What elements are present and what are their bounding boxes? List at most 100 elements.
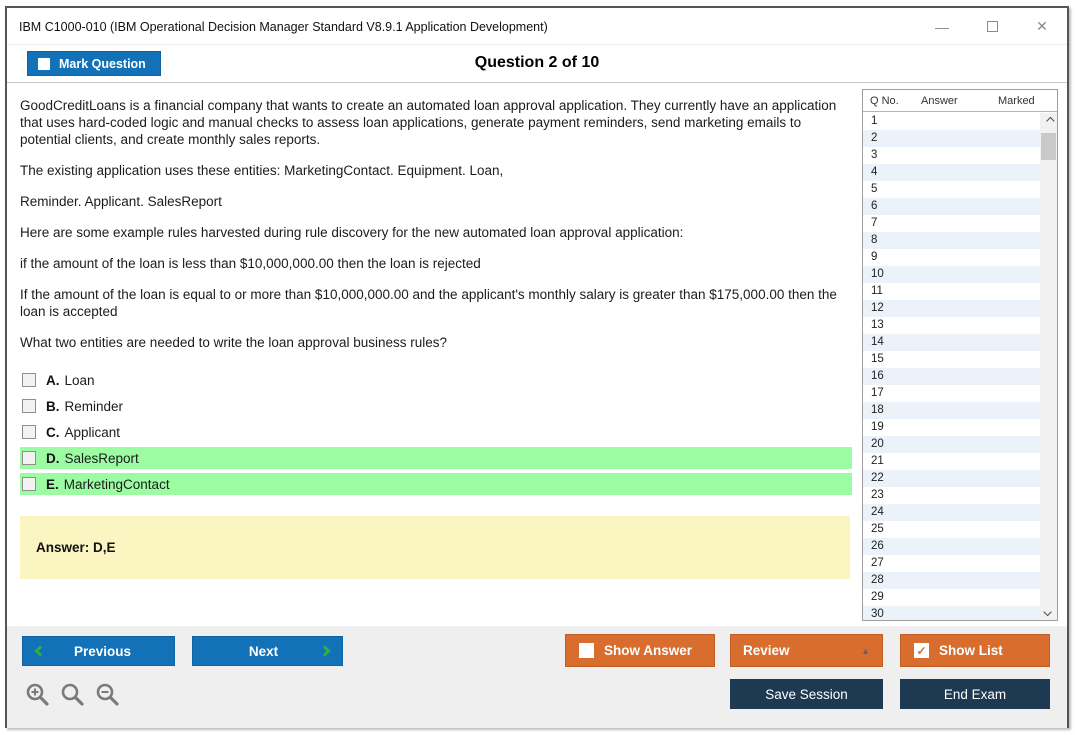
question-list-row[interactable]: 13 [871, 319, 884, 331]
question-list-row[interactable]: 24 [863, 504, 1040, 521]
question-list-row[interactable]: 22 [863, 470, 1040, 487]
show-answer-button[interactable]: Show Answer [565, 634, 715, 667]
question-list-row[interactable]: 26 [863, 538, 1040, 555]
review-label: Review [743, 643, 790, 658]
question-content: GoodCreditLoans is a financial company t… [20, 83, 852, 579]
option-c[interactable]: C. Applicant [20, 421, 852, 443]
maximize-icon[interactable] [981, 16, 1003, 38]
option-letter: C. [46, 424, 60, 440]
question-paragraph: if the amount of the loan is less than $… [20, 256, 481, 271]
show-list-checkbox[interactable]: ✓ [914, 643, 929, 658]
save-session-label: Save Session [765, 686, 848, 702]
save-session-button[interactable]: Save Session [730, 679, 883, 709]
question-list-header: Q No. Answer Marked [863, 90, 1057, 112]
question-list-row[interactable]: 4 [863, 164, 1040, 181]
chevron-right-icon [319, 645, 331, 657]
next-label: Next [248, 643, 279, 659]
question-list-row[interactable]: 14 [863, 334, 1040, 351]
end-exam-button[interactable]: End Exam [900, 679, 1050, 709]
mark-question-checkbox[interactable] [38, 57, 50, 70]
show-list-label: Show List [939, 643, 1003, 658]
question-list: 1 2 3 4 5 6 7 8 9 10 11 12 13 14 15 16 17 18 19 20 21 22 23 24 2… [863, 113, 1040, 620]
option-d-checkbox[interactable] [22, 451, 36, 465]
question-list-row[interactable]: 18 [863, 402, 1040, 419]
question-paragraph: Reminder. Applicant. SalesReport [20, 194, 222, 209]
scroll-down-icon[interactable] [1040, 604, 1057, 620]
question-list-row[interactable]: 16 [863, 368, 1040, 385]
question-list-row[interactable]: 10 [863, 266, 1040, 283]
previous-button[interactable]: Previous [22, 636, 175, 666]
question-list-row[interactable]: 6 [863, 198, 1040, 215]
option-text: MarketingContact [63, 476, 170, 492]
question-paragraph: What two entities are needed to write th… [20, 335, 447, 350]
zoom-out-icon[interactable] [95, 682, 121, 708]
option-text: Reminder [64, 398, 124, 414]
end-exam-label: End Exam [943, 686, 1007, 702]
option-a-checkbox[interactable] [22, 373, 36, 387]
question-list-row[interactable]: 29 [871, 591, 884, 603]
option-e[interactable]: E. MarketingContact [20, 473, 852, 495]
app-window: IBM C1000-010 (IBM Operational Decision … [5, 6, 1069, 728]
option-d[interactable]: D. SalesReport [20, 447, 852, 469]
option-letter: D. [46, 450, 60, 466]
maximize-box [986, 21, 998, 32]
question-header: Mark Question Question 2 of 10 [7, 45, 1067, 83]
question-counter: Question 2 of 10 [474, 54, 600, 71]
zoom-reset-icon[interactable] [60, 682, 86, 708]
scrollbar-thumb[interactable] [1041, 133, 1056, 160]
answer-box: Answer: D,E [20, 516, 850, 579]
window-title: IBM C1000-010 (IBM Operational Decision … [19, 20, 548, 34]
title-bar: IBM C1000-010 (IBM Operational Decision … [7, 8, 1067, 45]
window-controls: — ✕ [931, 8, 1053, 45]
next-button[interactable]: Next [192, 636, 343, 666]
main-area: GoodCreditLoans is a financial company t… [7, 83, 1067, 626]
question-list-row[interactable]: 25 [871, 523, 884, 535]
question-list-row[interactable]: 19 [871, 421, 884, 433]
question-list-row[interactable]: 15 [871, 353, 884, 365]
question-list-row[interactable]: 27 [871, 557, 884, 569]
column-marked: Marked [998, 95, 1035, 107]
options-list: A. Loan B. Reminder C. Applicant D. Sale… [20, 369, 852, 495]
question-list-row[interactable]: 12 [863, 300, 1040, 317]
option-b-checkbox[interactable] [22, 399, 36, 413]
mark-question-label: Mark Question [59, 56, 146, 71]
question-paragraph: If the amount of the loan is equal to or… [20, 287, 837, 319]
question-list-row[interactable]: 2 [863, 130, 1040, 147]
previous-label: Previous [73, 643, 132, 659]
review-dropdown[interactable]: Review ▲ [730, 634, 883, 667]
question-paragraph: GoodCreditLoans is a financial company t… [20, 98, 837, 147]
question-list-row[interactable]: 17 [871, 387, 884, 399]
close-icon[interactable]: ✕ [1036, 18, 1048, 34]
mark-question-button[interactable]: Mark Question [27, 51, 161, 76]
question-list-row[interactable]: 7 [871, 217, 878, 229]
question-list-scrollbar[interactable] [1040, 113, 1057, 620]
show-answer-checkbox[interactable] [579, 643, 594, 658]
option-text: Applicant [64, 424, 121, 440]
option-a[interactable]: A. Loan [20, 369, 852, 391]
question-list-row[interactable]: 5 [871, 183, 878, 195]
question-list-row[interactable]: 8 [863, 232, 1040, 249]
question-list-row[interactable]: 30 [863, 606, 1040, 620]
footer-bar: Previous Next Show [7, 626, 1067, 728]
option-text: SalesReport [64, 450, 139, 466]
show-list-button[interactable]: ✓ Show List [900, 634, 1050, 667]
question-list-row[interactable]: 11 [871, 285, 883, 297]
question-list-row[interactable]: 3 [871, 149, 878, 161]
zoom-controls [25, 682, 121, 708]
question-list-row[interactable]: 23 [871, 489, 884, 501]
scroll-up-icon[interactable] [1040, 113, 1057, 129]
question-list-row[interactable]: 28 [863, 572, 1040, 589]
option-b[interactable]: B. Reminder [20, 395, 852, 417]
zoom-in-icon[interactable] [25, 682, 51, 708]
question-list-row[interactable]: 1 [871, 115, 878, 127]
question-list-row[interactable]: 9 [871, 251, 878, 263]
option-c-checkbox[interactable] [22, 425, 36, 439]
option-e-checkbox[interactable] [22, 477, 36, 491]
question-list-panel: Q No. Answer Marked 1 2 3 4 5 6 7 8 9 10 11 12 13 14 1… [862, 89, 1058, 621]
question-paragraph: The existing application uses these enti… [20, 163, 504, 178]
question-paragraph: Here are some example rules harvested du… [20, 225, 684, 240]
question-list-row[interactable]: 20 [863, 436, 1040, 453]
question-list-row[interactable]: 21 [871, 455, 884, 467]
minimize-icon[interactable]: — [935, 18, 949, 35]
column-answer: Answer [921, 95, 958, 107]
